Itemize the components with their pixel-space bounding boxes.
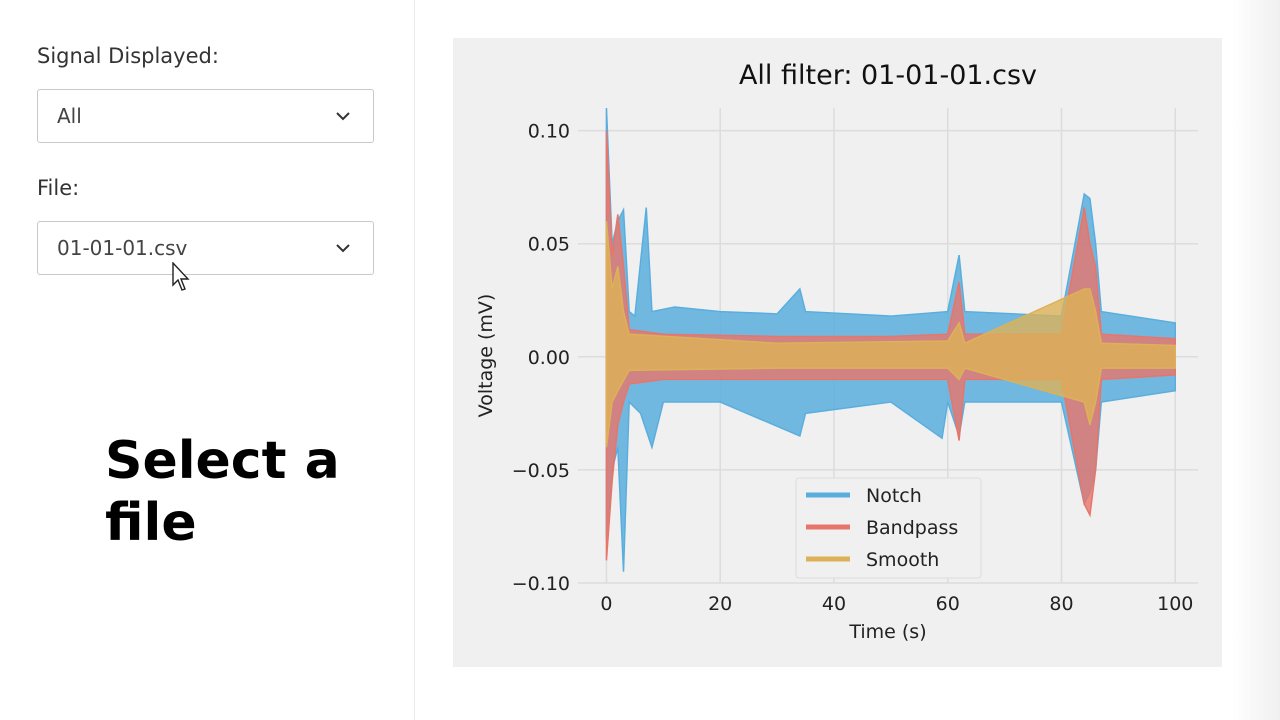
y-tick-label: 0.00 xyxy=(528,347,570,369)
signal-displayed-select[interactable]: All xyxy=(37,89,374,143)
x-tick-label: 100 xyxy=(1157,593,1193,615)
series-smooth-band xyxy=(605,221,1176,448)
signal-displayed-value: All xyxy=(57,104,82,128)
legend-label-bandpass: Bandpass xyxy=(866,517,958,539)
y-tick-label: −0.05 xyxy=(512,460,570,482)
chevron-down-icon xyxy=(336,112,350,121)
file-select-value: 01-01-01.csv xyxy=(57,236,188,260)
x-tick-label: 20 xyxy=(708,593,732,615)
y-tick-label: −0.10 xyxy=(512,573,570,595)
select-file-caption: Select a file xyxy=(105,430,340,554)
signal-chart: 0 20 40 60 80 100 0.10 0.05 0.00 −0.05 −0.10 All fi… xyxy=(475,60,1198,643)
legend-label-smooth: Smooth xyxy=(866,549,939,571)
x-tick-label: 60 xyxy=(936,593,960,615)
plot-panel: 0 20 40 60 80 100 0.10 0.05 0.00 −0.05 −0.10 All fi… xyxy=(453,38,1222,667)
sidebar-panel: Signal Displayed: All File: 01-01-01.csv… xyxy=(0,0,415,720)
chevron-down-icon xyxy=(336,244,350,253)
y-tick-label: 0.05 xyxy=(528,234,570,256)
x-tick-label: 80 xyxy=(1049,593,1073,615)
mouse-cursor-icon xyxy=(172,262,190,291)
chart-title: All filter: 01-01-01.csv xyxy=(739,60,1037,91)
legend-box xyxy=(795,477,982,579)
x-axis-label: Time (s) xyxy=(848,621,926,643)
file-label: File: xyxy=(37,176,80,200)
legend-label-notch: Notch xyxy=(866,485,922,507)
caption-line-2: file xyxy=(105,493,197,553)
caption-line-1: Select a xyxy=(105,431,340,491)
y-tick-label: 0.10 xyxy=(528,121,570,143)
signal-displayed-label: Signal Displayed: xyxy=(37,44,219,68)
right-edge-shade xyxy=(1232,0,1280,720)
x-tick-label: 0 xyxy=(600,593,612,615)
x-tick-label: 40 xyxy=(822,593,846,615)
y-axis-label: Voltage (mV) xyxy=(475,294,497,418)
file-select[interactable]: 01-01-01.csv xyxy=(37,221,374,275)
